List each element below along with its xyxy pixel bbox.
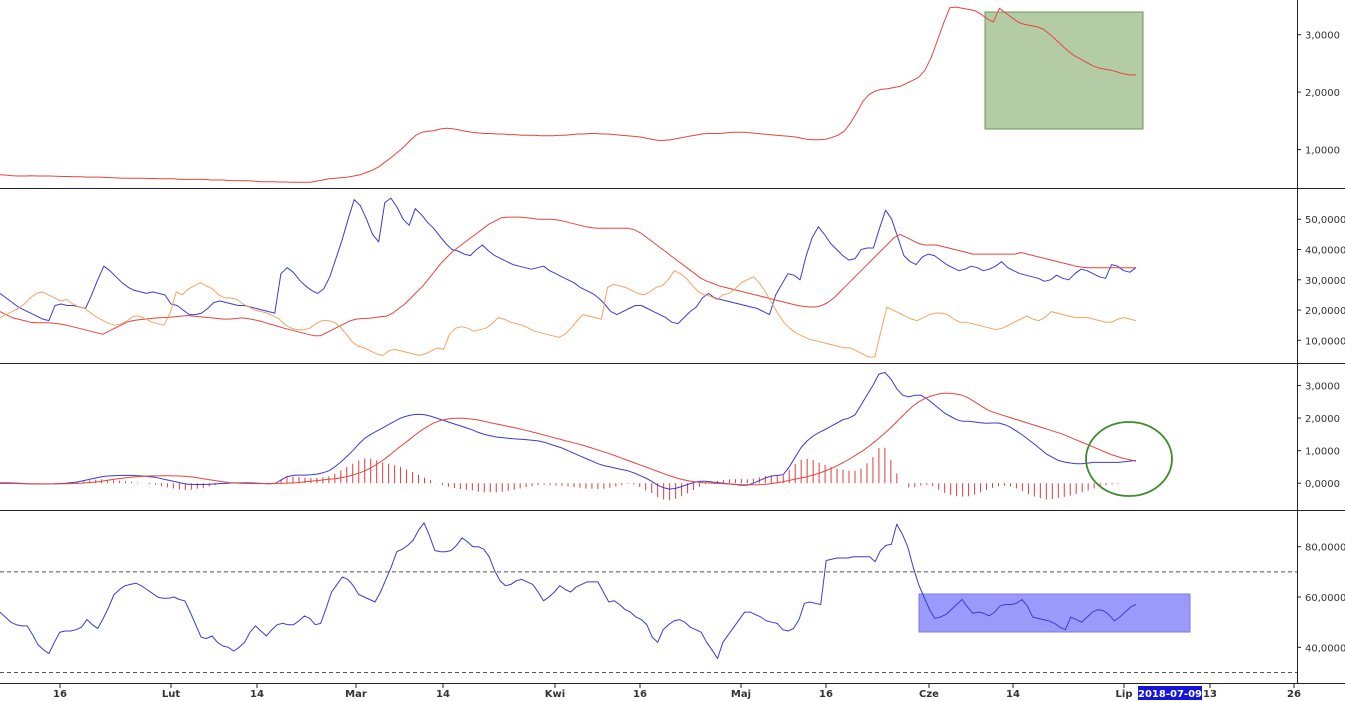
- highlight-rectangle-blue[interactable]: [918, 593, 1191, 633]
- x-axis: 16 Lut 14 Mar 14 Kwi 16 Maj 16 Cze 14 Lip 13 26: [53, 684, 1301, 700]
- y-tick-label: 40,0000: [1305, 643, 1345, 654]
- y-tick-label: 2,0000: [1305, 414, 1340, 425]
- x-tick-label: 14: [436, 689, 450, 700]
- oscillator-reference-lines: [0, 571, 1297, 673]
- macd-panel: 0,0000 1,0000 2,0000 3,0000: [0, 372, 1340, 501]
- y-tick-label: 0,0000: [1305, 479, 1340, 490]
- x-tick-label: 13: [1203, 689, 1217, 700]
- y-tick-label: 80,0000: [1305, 543, 1345, 554]
- x-tick-label: Kwi: [545, 689, 565, 700]
- lines-panel: 10,0000 20,0000 30,0000 40,0000 50,0000: [0, 197, 1345, 358]
- y-tick-label: 30,0000: [1305, 276, 1345, 287]
- date-badge[interactable]: 2018-07-09: [1138, 686, 1202, 700]
- x-tick-label: 14: [250, 689, 264, 700]
- lines-orange-line: [0, 270, 1137, 358]
- y-tick-label: 3,0000: [1305, 382, 1340, 393]
- y-tick-label: 10,0000: [1305, 336, 1345, 347]
- macd-red-line: [0, 392, 1137, 486]
- y-tick-label: 1,0000: [1305, 447, 1340, 458]
- lines-red-line: [0, 216, 1136, 337]
- x-tick-label: 16: [633, 689, 647, 700]
- y-tick-label: 1,0000: [1305, 146, 1340, 157]
- date-badge-label: 2018-07-09: [1138, 689, 1202, 700]
- y-tick-label: 20,0000: [1305, 306, 1345, 317]
- macd-blue-line: [0, 372, 1137, 490]
- x-tick-label: Cze: [919, 689, 939, 700]
- y-tick-label: 60,0000: [1305, 593, 1345, 604]
- x-tick-label: Lip: [1116, 689, 1133, 700]
- x-tick-label: 14: [1006, 689, 1020, 700]
- y-tick-label: 2,0000: [1305, 88, 1340, 99]
- price-panel: 1,0000 2,0000 3,0000: [0, 6, 1340, 183]
- oscillator-blue-line: [0, 522, 1137, 660]
- x-tick-label: Maj: [731, 689, 751, 700]
- x-tick-label: Lut: [162, 689, 180, 700]
- y-tick-label: 3,0000: [1305, 31, 1340, 42]
- x-tick-label: 16: [53, 689, 67, 700]
- lines-series-layer: [0, 197, 1137, 358]
- x-tick-label: 16: [819, 689, 833, 700]
- x-tick-label: Mar: [345, 689, 367, 700]
- oscillator-series-layer: [0, 522, 1137, 660]
- y-tick-label: 40,0000: [1305, 246, 1345, 257]
- y-tick-label: 50,0000: [1305, 215, 1345, 226]
- highlight-rectangle-green[interactable]: [984, 11, 1144, 130]
- highlight-circle[interactable]: [1085, 421, 1173, 497]
- price-red-line: [0, 6, 1136, 183]
- oscillator-panel: 40,0000 60,0000 80,0000: [0, 522, 1345, 673]
- price-series-layer: [0, 6, 1136, 183]
- date-badge-background: [1138, 686, 1202, 700]
- x-tick-label: 26: [1287, 689, 1301, 700]
- lines-blue-line: [0, 197, 1137, 325]
- macd-series-layer: [0, 372, 1137, 501]
